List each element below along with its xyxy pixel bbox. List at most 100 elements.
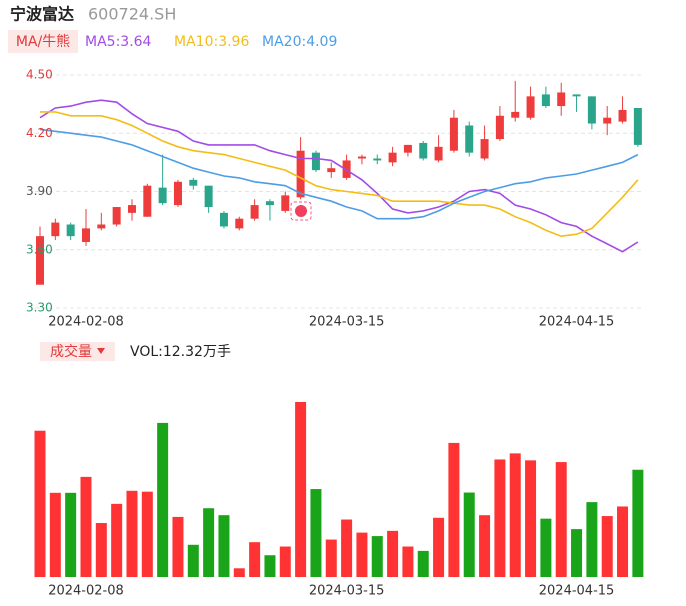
volume-bar bbox=[80, 476, 92, 577]
volume-bar bbox=[494, 459, 506, 577]
volume-bar bbox=[95, 523, 107, 577]
volume-bar bbox=[371, 536, 383, 577]
volume-bar bbox=[65, 492, 77, 577]
volume-bar bbox=[49, 492, 61, 577]
volume-bar bbox=[463, 492, 475, 577]
candle-body bbox=[296, 150, 305, 198]
candle-body bbox=[449, 117, 458, 151]
volume-label: VOL:12.32万手 bbox=[130, 344, 231, 360]
candle-body bbox=[173, 181, 182, 206]
stock-code: 600724.SH bbox=[88, 5, 176, 24]
volume-bar bbox=[34, 430, 46, 577]
candle-body bbox=[633, 108, 642, 145]
candle-body bbox=[495, 115, 504, 140]
volume-bar bbox=[433, 517, 445, 577]
candle-body bbox=[357, 156, 366, 159]
candle-body bbox=[97, 224, 106, 229]
candle-body bbox=[327, 168, 336, 173]
volume-bar bbox=[111, 503, 123, 577]
volume-bar bbox=[525, 460, 537, 577]
candle-body bbox=[434, 146, 443, 161]
candle-body bbox=[81, 228, 90, 242]
candle-body bbox=[66, 224, 75, 237]
x-tick-label: 2024-03-15 bbox=[309, 584, 385, 599]
volume-bar bbox=[157, 422, 169, 577]
volume-bar bbox=[509, 453, 521, 577]
candle-body bbox=[127, 205, 136, 213]
volume-bar bbox=[555, 462, 567, 577]
candle-body bbox=[250, 205, 259, 219]
candle-body bbox=[158, 187, 167, 204]
volume-tag-bg bbox=[40, 342, 115, 361]
volume-bar bbox=[310, 489, 322, 577]
candle-body bbox=[112, 207, 121, 225]
candle-body bbox=[403, 144, 412, 153]
volume-bar bbox=[249, 542, 261, 577]
x-tick-label: 2024-04-15 bbox=[539, 584, 615, 599]
signal-badge bbox=[290, 201, 312, 221]
candle-body bbox=[204, 185, 213, 208]
volume-bar bbox=[172, 516, 184, 577]
ma-line bbox=[40, 111, 639, 238]
candle-body bbox=[419, 142, 428, 159]
volume-bar bbox=[264, 555, 276, 577]
volume-bar bbox=[601, 516, 613, 577]
volume-bar bbox=[187, 544, 199, 577]
volume-bar bbox=[617, 506, 629, 577]
candle-body bbox=[265, 201, 274, 206]
y-tick-label: 4.50 bbox=[26, 68, 53, 82]
volume-bar bbox=[356, 532, 368, 577]
legend-tag[interactable]: MA/牛熊 bbox=[16, 34, 70, 50]
volume-bar bbox=[586, 502, 598, 577]
candle-body bbox=[219, 212, 228, 227]
candle-body bbox=[587, 96, 596, 124]
candle-body bbox=[373, 158, 382, 161]
candle-body bbox=[511, 111, 520, 118]
volume-bar bbox=[141, 491, 153, 577]
y-tick-label: 4.20 bbox=[26, 126, 53, 140]
volume-bar bbox=[279, 546, 291, 577]
x-tick-label: 2024-02-08 bbox=[48, 584, 124, 599]
volume-bar bbox=[233, 568, 245, 577]
volume-bar bbox=[448, 442, 460, 577]
volume-bar bbox=[203, 508, 215, 577]
volume-bar bbox=[295, 402, 307, 577]
volume-bar bbox=[387, 530, 399, 577]
legend-entry: MA10:3.96 bbox=[174, 34, 249, 50]
candle-body bbox=[311, 152, 320, 171]
volume-tag[interactable]: 成交量 bbox=[50, 343, 92, 360]
volume-bar bbox=[341, 519, 353, 577]
y-tick-label: 3.30 bbox=[26, 301, 53, 315]
stock-name: 宁波富达 bbox=[10, 5, 74, 24]
candle-body bbox=[480, 139, 489, 159]
legend-entry: MA20:4.09 bbox=[262, 34, 337, 50]
x-tick-label: 2024-02-08 bbox=[48, 315, 124, 330]
volume-bar bbox=[632, 469, 644, 577]
candle-body bbox=[557, 92, 566, 107]
x-tick-label: 2024-04-15 bbox=[539, 315, 615, 330]
candle-body bbox=[143, 185, 152, 217]
candle-body bbox=[618, 109, 627, 122]
ma-line bbox=[39, 99, 639, 253]
volume-bar bbox=[417, 550, 429, 577]
candle-body bbox=[465, 125, 474, 153]
candle-body bbox=[541, 94, 550, 107]
volume-bar bbox=[540, 518, 552, 577]
volume-bar bbox=[126, 490, 138, 577]
volume-bar bbox=[402, 546, 414, 577]
legend-entry: MA5:3.64 bbox=[85, 34, 152, 50]
volume-bar bbox=[218, 515, 230, 577]
x-tick-label: 2024-03-15 bbox=[309, 315, 385, 330]
candle-body bbox=[281, 195, 290, 211]
candle-body bbox=[388, 152, 397, 163]
candle-body bbox=[189, 179, 198, 186]
dropdown-arrow bbox=[97, 348, 105, 354]
candle-body bbox=[51, 222, 60, 237]
volume-bar bbox=[325, 539, 337, 577]
candle-body bbox=[235, 218, 244, 229]
candle-body bbox=[572, 94, 581, 97]
y-tick-label: 3.60 bbox=[26, 242, 53, 256]
candle-body bbox=[36, 236, 44, 285]
